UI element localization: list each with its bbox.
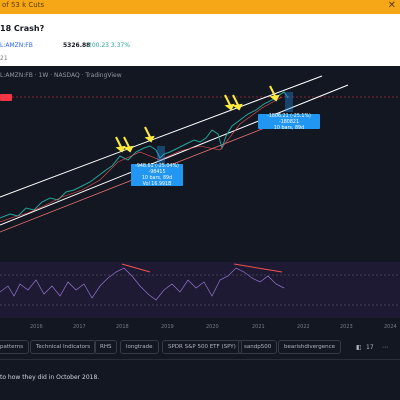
price-value: 5326.88	[63, 42, 91, 49]
x-tick: 2018	[116, 324, 129, 330]
time-axis	[0, 318, 400, 332]
chart-area[interactable]	[0, 66, 400, 330]
x-tick: 2022	[297, 324, 310, 330]
tag-chip[interactable]: longtrade	[120, 340, 159, 354]
measure-range-2	[285, 92, 293, 112]
tag-chip[interactable]: bearishdivergence	[278, 340, 341, 354]
rsi-line	[0, 267, 285, 301]
x-tick: 2021	[252, 324, 265, 330]
x-tick: 2017	[73, 324, 86, 330]
channel-lower	[0, 84, 349, 226]
tag-chip[interactable]: patterns	[0, 340, 30, 354]
idea-title: 18 Crash?	[0, 24, 45, 33]
tags-bar	[0, 334, 400, 358]
tag-chip[interactable]: SPDR S&P 500 ETF (SPY)	[162, 340, 242, 354]
tag-chip[interactable]: RHS	[94, 340, 118, 354]
x-tick: 2016	[30, 324, 43, 330]
divider	[0, 359, 400, 360]
tag-chip[interactable]: sandp500	[238, 340, 278, 354]
divergence-line-2	[233, 263, 283, 273]
measure-label-2: -1806.21 (-25.1%) -180821 10 bars, 89d	[258, 114, 320, 131]
tag-chip[interactable]: Technical Indicators	[30, 340, 97, 354]
description-area	[0, 360, 400, 400]
divergence-line-1	[121, 263, 151, 273]
close-icon[interactable]: ✕	[387, 0, 396, 11]
likes-count[interactable]: 17	[366, 344, 374, 351]
chart-symbol-info: L:AMZN:FB · 1W · NASDAQ · TradingView	[0, 72, 122, 79]
price-change: 200.23 3.37%	[88, 42, 130, 49]
notification-bar: of 53 k Cuts ✕	[0, 0, 400, 14]
arrow-icon	[115, 85, 280, 153]
share-icon[interactable]: ◧	[356, 344, 362, 351]
x-tick: 2020	[206, 324, 219, 330]
price-series	[0, 91, 289, 219]
measure-label-1: -948.61 (-25.04%) -98415 10 bars, 89d Vo…	[131, 164, 183, 187]
price-badge	[0, 94, 12, 101]
notification-text: of 53 k Cuts	[2, 1, 45, 9]
idea-header	[0, 14, 400, 66]
rsi-pane-bg	[0, 262, 400, 318]
measure-range-1	[157, 146, 165, 164]
x-tick: 2024	[384, 324, 397, 330]
more-icon[interactable]: ⋯	[382, 344, 388, 351]
x-tick: 2019	[161, 324, 174, 330]
publish-date: 21	[0, 55, 8, 62]
x-tick: 2023	[340, 324, 353, 330]
description-text: to how they did in October 2018.	[0, 374, 100, 381]
symbol-link[interactable]: L:AMZN:FB	[0, 42, 33, 49]
channel-upper	[0, 75, 323, 198]
